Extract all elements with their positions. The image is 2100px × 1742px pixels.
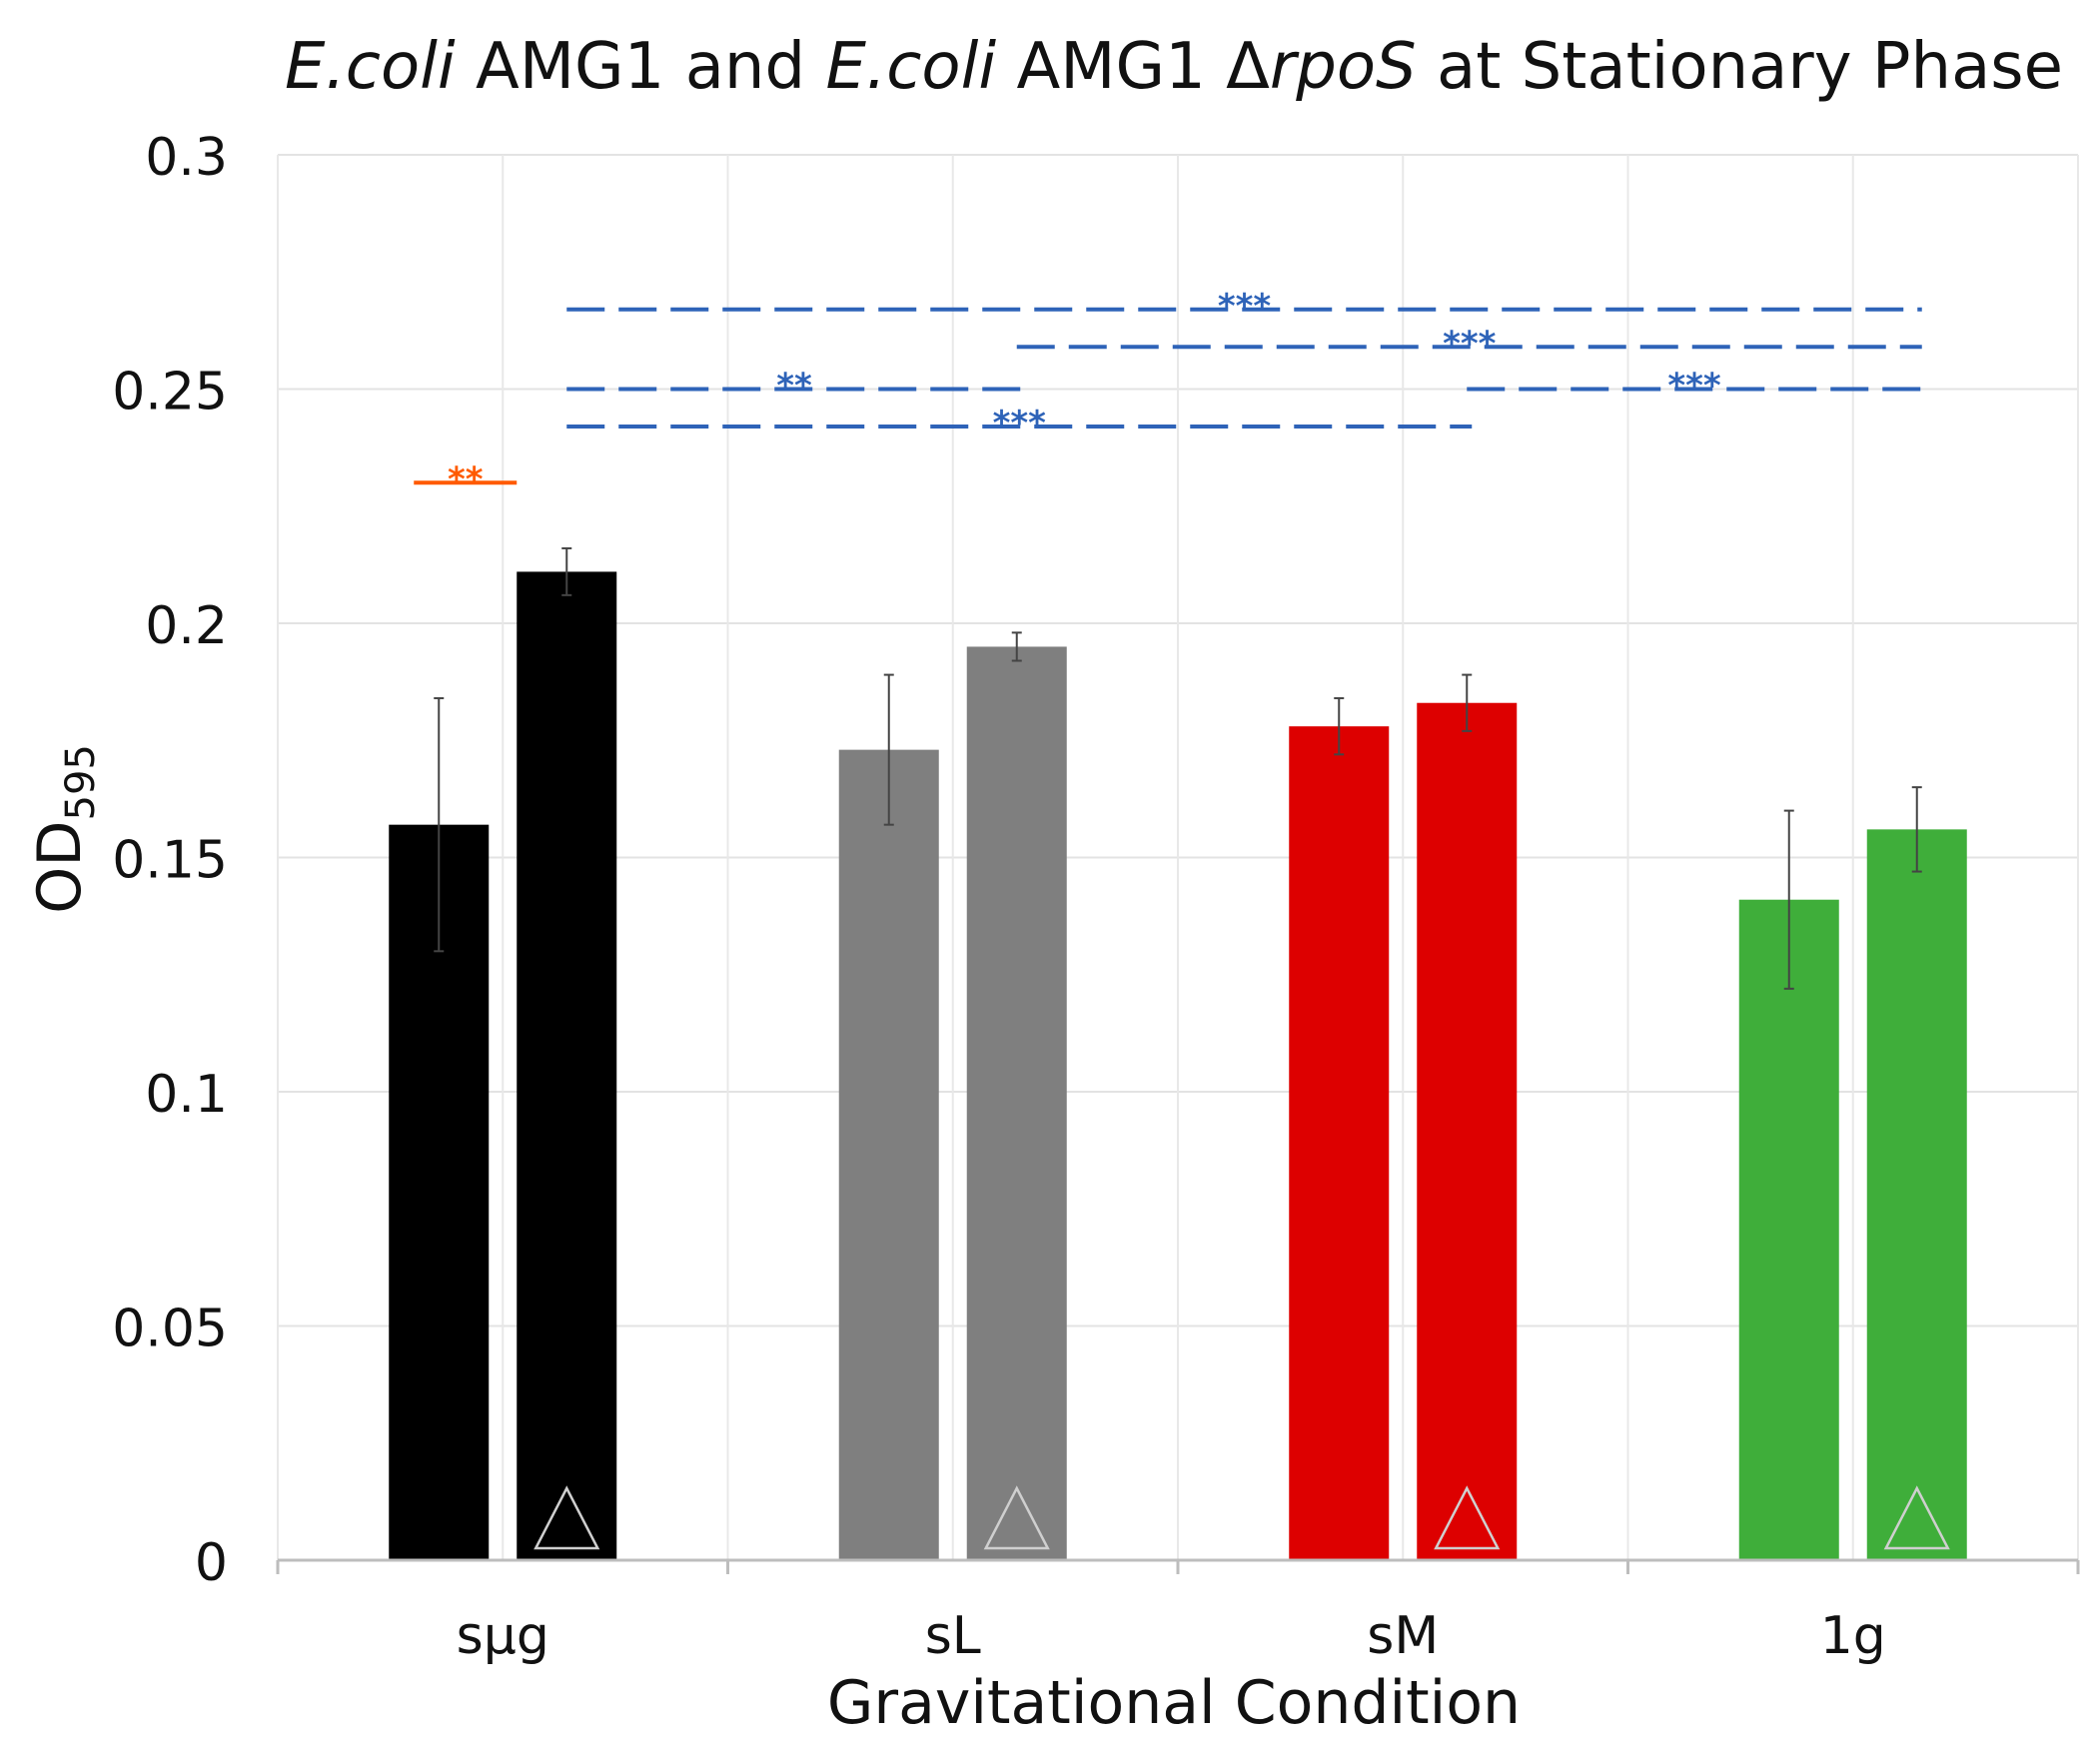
error-bars bbox=[434, 546, 1922, 990]
y-tick-label: 0.15 bbox=[112, 831, 228, 891]
significance-label: *** bbox=[1667, 367, 1721, 407]
x-tick-label: 1g bbox=[1820, 1606, 1886, 1666]
bar bbox=[517, 571, 617, 1560]
triangle-marker bbox=[1434, 1485, 1501, 1550]
chart-title: E.coli AMG1 and E.coli AMG1 ΔrpoS at Sta… bbox=[285, 30, 2063, 104]
significance-label: ** bbox=[448, 459, 484, 499]
triangle-marker bbox=[983, 1485, 1050, 1550]
bar bbox=[1866, 829, 1967, 1560]
title-part: rpoS bbox=[1270, 30, 1417, 104]
x-tick-label: sL bbox=[925, 1606, 981, 1666]
axes: 0 0.05 0.1 0.15 0.2 0.25 0.3 sµg sL sM 1g bbox=[112, 128, 2080, 1666]
significance-label: *** bbox=[1443, 324, 1497, 364]
title-part: E.coli bbox=[825, 30, 996, 104]
y-axis-label: OD595 bbox=[25, 744, 104, 914]
y-tick-label: 0 bbox=[195, 1533, 228, 1593]
triangle-marker bbox=[533, 1485, 600, 1550]
bar bbox=[1289, 726, 1390, 1560]
triangle-marker bbox=[1883, 1485, 1950, 1550]
bar bbox=[966, 646, 1067, 1560]
y-axis-label-main: OD bbox=[25, 820, 95, 913]
title-part: at Stationary Phase bbox=[1417, 30, 2063, 104]
x-tick-label: sµg bbox=[457, 1606, 549, 1666]
gridlines bbox=[277, 154, 2079, 1560]
bar bbox=[838, 749, 939, 1560]
title-part: E.coli bbox=[285, 30, 456, 104]
y-axis-label-subscript: 595 bbox=[58, 744, 104, 820]
y-tick-label: 0.25 bbox=[112, 363, 228, 423]
bars bbox=[389, 571, 1967, 1560]
title-part: AMG1 and bbox=[456, 30, 826, 104]
y-tick-label: 0.05 bbox=[112, 1300, 228, 1359]
significance-label: *** bbox=[993, 404, 1047, 443]
bar bbox=[1738, 899, 1839, 1560]
significance-label: *** bbox=[1218, 287, 1272, 327]
y-tick-label: 0.1 bbox=[145, 1065, 228, 1125]
title-part: AMG1 Δ bbox=[996, 30, 1270, 104]
y-tick-label: 0.2 bbox=[145, 596, 228, 656]
significance-annotations: ********** ****** bbox=[414, 287, 1922, 499]
x-tick-label: sM bbox=[1367, 1606, 1439, 1666]
x-axis-label: Gravitational Condition bbox=[827, 1668, 1521, 1738]
bar bbox=[1417, 702, 1518, 1560]
significance-label: ** bbox=[776, 367, 812, 407]
y-tick-label: 0.3 bbox=[145, 128, 228, 188]
